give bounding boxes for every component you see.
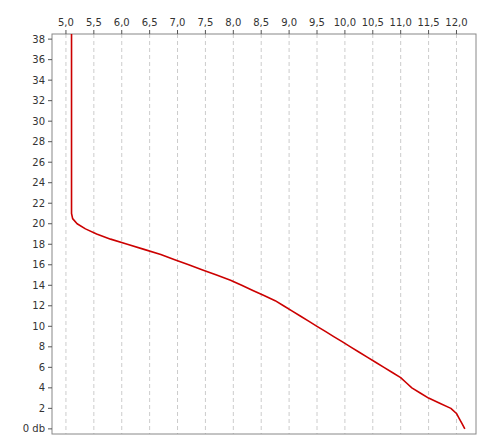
y-tick: [48, 367, 52, 368]
y-tick-label: 2: [39, 403, 45, 414]
grid-line: [261, 34, 262, 434]
x-tick: [149, 30, 150, 34]
y-tick-label: 16: [32, 259, 45, 270]
x-tick-label: 11,0: [390, 17, 412, 28]
x-tick-label: 11,5: [417, 17, 439, 28]
grid-line: [205, 34, 206, 434]
y-tick: [48, 346, 52, 347]
x-tick: [233, 30, 234, 34]
y-tick-label: 26: [32, 157, 45, 168]
grid-line: [456, 34, 457, 434]
x-tick: [261, 30, 262, 34]
y-tick-label: 0 db: [23, 423, 45, 434]
y-tick: [48, 264, 52, 265]
x-tick: [65, 30, 66, 34]
y-tick-label: 38: [32, 34, 45, 45]
y-tick-label: 24: [32, 177, 45, 188]
y-tick-label: 8: [39, 341, 45, 352]
y-tick: [48, 408, 52, 409]
y-tick: [48, 387, 52, 388]
grid-line: [344, 34, 345, 434]
x-tick-label: 7,5: [197, 17, 213, 28]
x-tick-label: 7,0: [170, 17, 186, 28]
y-tick: [48, 244, 52, 245]
x-tick-label: 8,5: [253, 17, 269, 28]
y-tick: [48, 80, 52, 81]
x-tick: [121, 30, 122, 34]
grid-line: [400, 34, 401, 434]
x-tick: [93, 30, 94, 34]
y-tick: [48, 121, 52, 122]
y-tick-label: 36: [32, 54, 45, 65]
chart: 5,0 5,5 6,0 6,5 7,0 7,5 8,0 8,5 9,0 9,5 10,0 10,5 11…: [0, 0, 492, 448]
x-tick-label: 10,0: [334, 17, 356, 28]
x-tick: [372, 30, 373, 34]
profile-line: [72, 34, 465, 429]
y-tick: [48, 162, 52, 163]
y-tick: [48, 182, 52, 183]
x-tick: [456, 30, 457, 34]
x-tick: [344, 30, 345, 34]
y-tick-label: 22: [32, 198, 45, 209]
x-tick-label: 5,0: [58, 17, 74, 28]
x-tick: [400, 30, 401, 34]
grid: [66, 34, 457, 434]
x-tick: [428, 30, 429, 34]
x-tick-label: 9,0: [281, 17, 297, 28]
grid-line: [372, 34, 373, 434]
y-tick-label: 30: [32, 116, 45, 127]
y-tick: [48, 285, 52, 286]
y-tick-label: 28: [32, 136, 45, 147]
y-tick-label: 34: [32, 75, 45, 86]
y-tick-label: 6: [39, 362, 45, 373]
y-tick: [48, 141, 52, 142]
x-tick-label: 6,0: [114, 17, 130, 28]
x-tick-label: 8,0: [225, 17, 241, 28]
y-tick: [48, 305, 52, 306]
y-tick: [48, 100, 52, 101]
grid-line: [428, 34, 429, 434]
grid-line: [149, 34, 150, 434]
grid-line: [177, 34, 178, 434]
grid-line: [121, 34, 122, 434]
y-tick-label: 18: [32, 239, 45, 250]
x-tick-label: 6,5: [142, 17, 158, 28]
x-tick: [289, 30, 290, 34]
y-tick-label: 32: [32, 95, 45, 106]
grid-line: [65, 34, 66, 434]
grid-line: [317, 34, 318, 434]
y-tick: [48, 39, 52, 40]
x-tick: [177, 30, 178, 34]
x-tick-label: 9,5: [309, 17, 325, 28]
y-tick: [48, 223, 52, 224]
y-tick: [48, 59, 52, 60]
grid-line: [93, 34, 94, 434]
x-tick-label: 10,5: [362, 17, 384, 28]
axes: 5,0 5,5 6,0 6,5 7,0 7,5 8,0 8,5 9,0 9,5 10,0 10,5 11…: [23, 17, 476, 434]
x-tick: [317, 30, 318, 34]
y-tick-label: 20: [32, 218, 45, 229]
y-tick-label: 10: [32, 321, 45, 332]
y-tick: [48, 203, 52, 204]
plot-frame: [52, 34, 476, 434]
grid-line: [289, 34, 290, 434]
y-tick-label: 14: [32, 280, 45, 291]
y-tick-label: 4: [39, 382, 45, 393]
x-tick: [205, 30, 206, 34]
x-tick-label: 12,0: [445, 17, 467, 28]
data: [72, 34, 465, 429]
grid-line: [233, 34, 234, 434]
y-tick: [48, 428, 52, 429]
x-tick-label: 5,5: [86, 17, 102, 28]
y-tick: [48, 326, 52, 327]
y-tick-label: 12: [32, 300, 45, 311]
